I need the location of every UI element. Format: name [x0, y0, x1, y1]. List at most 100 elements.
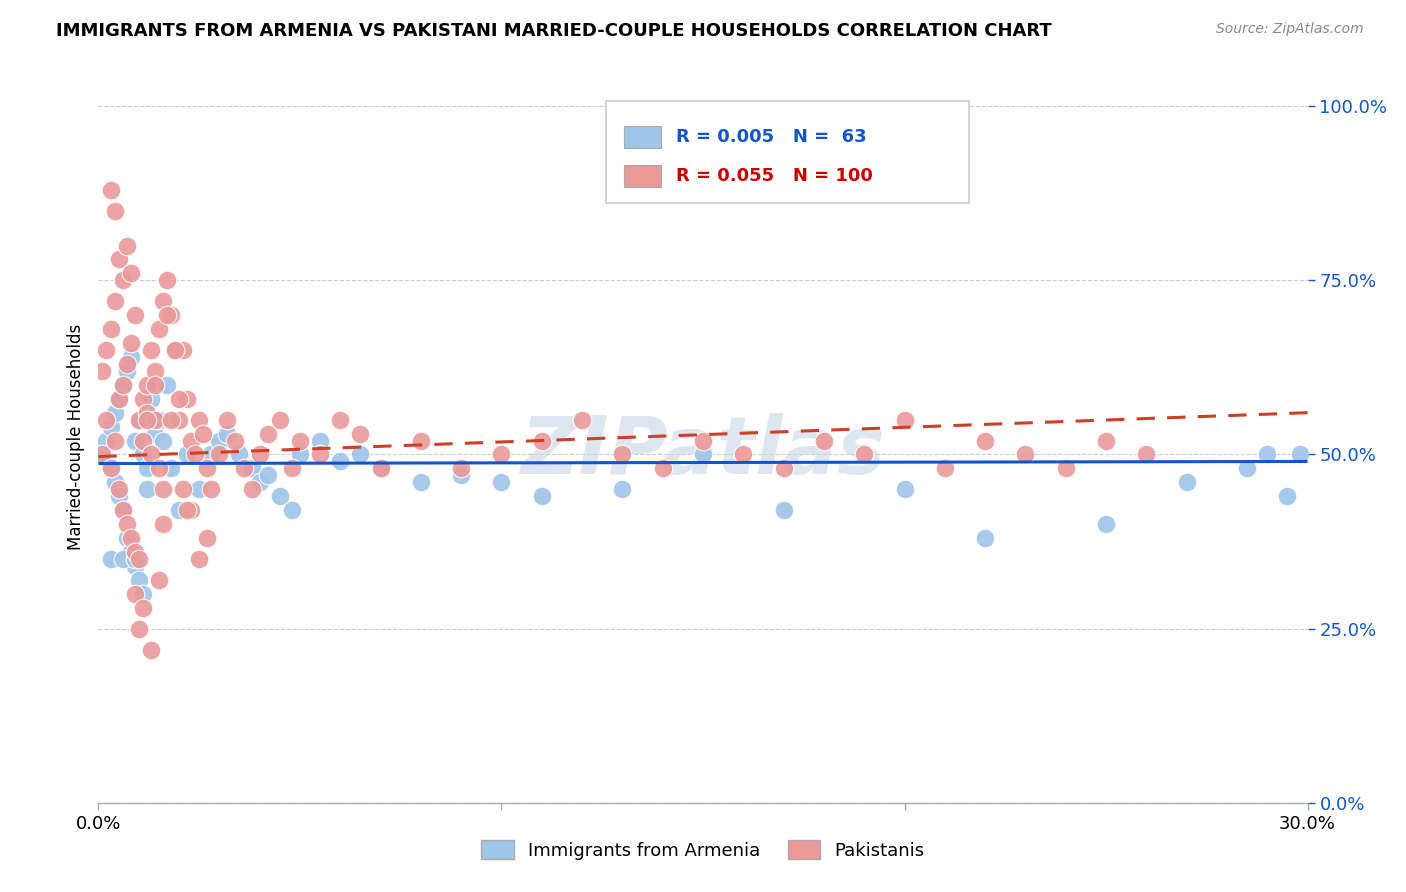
- Point: [228, 448, 250, 462]
- Point: [1054, 461, 1077, 475]
- Point: [143, 364, 166, 378]
- Point: [1095, 517, 1118, 532]
- Point: [309, 448, 332, 462]
- Point: [135, 406, 157, 420]
- Point: [249, 448, 271, 462]
- Point: [172, 343, 194, 357]
- Point: [152, 517, 174, 532]
- Point: [143, 426, 166, 441]
- Point: [120, 545, 142, 559]
- Point: [450, 461, 472, 475]
- Point: [167, 503, 190, 517]
- Point: [612, 483, 634, 497]
- Point: [139, 448, 162, 462]
- Point: [152, 294, 174, 309]
- Point: [1095, 434, 1118, 448]
- Text: IMMIGRANTS FROM ARMENIA VS PAKISTANI MARRIED-COUPLE HOUSEHOLDS CORRELATION CHART: IMMIGRANTS FROM ARMENIA VS PAKISTANI MAR…: [56, 22, 1052, 40]
- Y-axis label: Married-couple Households: Married-couple Households: [66, 324, 84, 550]
- Point: [232, 461, 254, 475]
- Point: [163, 343, 186, 357]
- Point: [96, 343, 118, 357]
- Point: [692, 448, 714, 462]
- Point: [148, 573, 170, 587]
- Point: [128, 573, 150, 587]
- Point: [100, 322, 122, 336]
- Point: [176, 392, 198, 406]
- Point: [139, 343, 162, 357]
- Point: [491, 475, 513, 490]
- Text: R = 0.055   N = 100: R = 0.055 N = 100: [676, 167, 873, 185]
- Point: [193, 426, 215, 441]
- Point: [120, 266, 142, 280]
- Point: [224, 434, 246, 448]
- Point: [124, 587, 146, 601]
- Point: [152, 434, 174, 448]
- Point: [240, 461, 263, 475]
- Point: [148, 322, 170, 336]
- Point: [772, 461, 794, 475]
- Point: [124, 558, 146, 573]
- Point: [172, 483, 194, 497]
- Point: [91, 448, 114, 462]
- Point: [974, 531, 997, 545]
- Point: [349, 448, 371, 462]
- Point: [329, 454, 352, 468]
- Point: [893, 483, 915, 497]
- Point: [156, 308, 179, 322]
- Point: [132, 448, 155, 462]
- Point: [530, 434, 553, 448]
- Point: [188, 552, 211, 566]
- Point: [893, 412, 915, 426]
- Point: [115, 517, 138, 532]
- Point: [176, 448, 198, 462]
- Text: Source: ZipAtlas.com: Source: ZipAtlas.com: [1216, 22, 1364, 37]
- Point: [91, 448, 114, 462]
- Point: [148, 461, 170, 475]
- Point: [733, 448, 755, 462]
- Point: [208, 448, 231, 462]
- Point: [530, 489, 553, 503]
- Point: [934, 461, 956, 475]
- Point: [1135, 448, 1157, 462]
- Point: [100, 461, 122, 475]
- Point: [1277, 489, 1299, 503]
- Point: [135, 483, 157, 497]
- Point: [111, 552, 134, 566]
- Point: [111, 503, 134, 517]
- Point: [124, 434, 146, 448]
- Point: [329, 412, 352, 426]
- Point: [1014, 448, 1036, 462]
- Point: [148, 412, 170, 426]
- Point: [132, 587, 155, 601]
- Point: [103, 203, 125, 218]
- FancyBboxPatch shape: [624, 165, 661, 187]
- Point: [288, 448, 311, 462]
- Point: [288, 434, 311, 448]
- Point: [813, 434, 835, 448]
- FancyBboxPatch shape: [606, 101, 969, 203]
- Point: [143, 412, 166, 426]
- Point: [135, 461, 157, 475]
- Point: [281, 503, 304, 517]
- Point: [107, 392, 129, 406]
- Point: [111, 273, 134, 287]
- Point: [128, 412, 150, 426]
- FancyBboxPatch shape: [624, 127, 661, 148]
- Point: [156, 377, 179, 392]
- Point: [107, 483, 129, 497]
- Point: [167, 392, 190, 406]
- Point: [111, 377, 134, 392]
- Point: [107, 489, 129, 503]
- Point: [491, 448, 513, 462]
- Point: [1236, 461, 1258, 475]
- Point: [115, 364, 138, 378]
- Point: [974, 434, 997, 448]
- Point: [132, 600, 155, 615]
- Point: [409, 434, 432, 448]
- Point: [143, 377, 166, 392]
- Point: [240, 483, 263, 497]
- Legend: Immigrants from Armenia, Pakistanis: Immigrants from Armenia, Pakistanis: [474, 833, 932, 867]
- Point: [96, 434, 118, 448]
- Point: [160, 412, 183, 426]
- Point: [200, 483, 222, 497]
